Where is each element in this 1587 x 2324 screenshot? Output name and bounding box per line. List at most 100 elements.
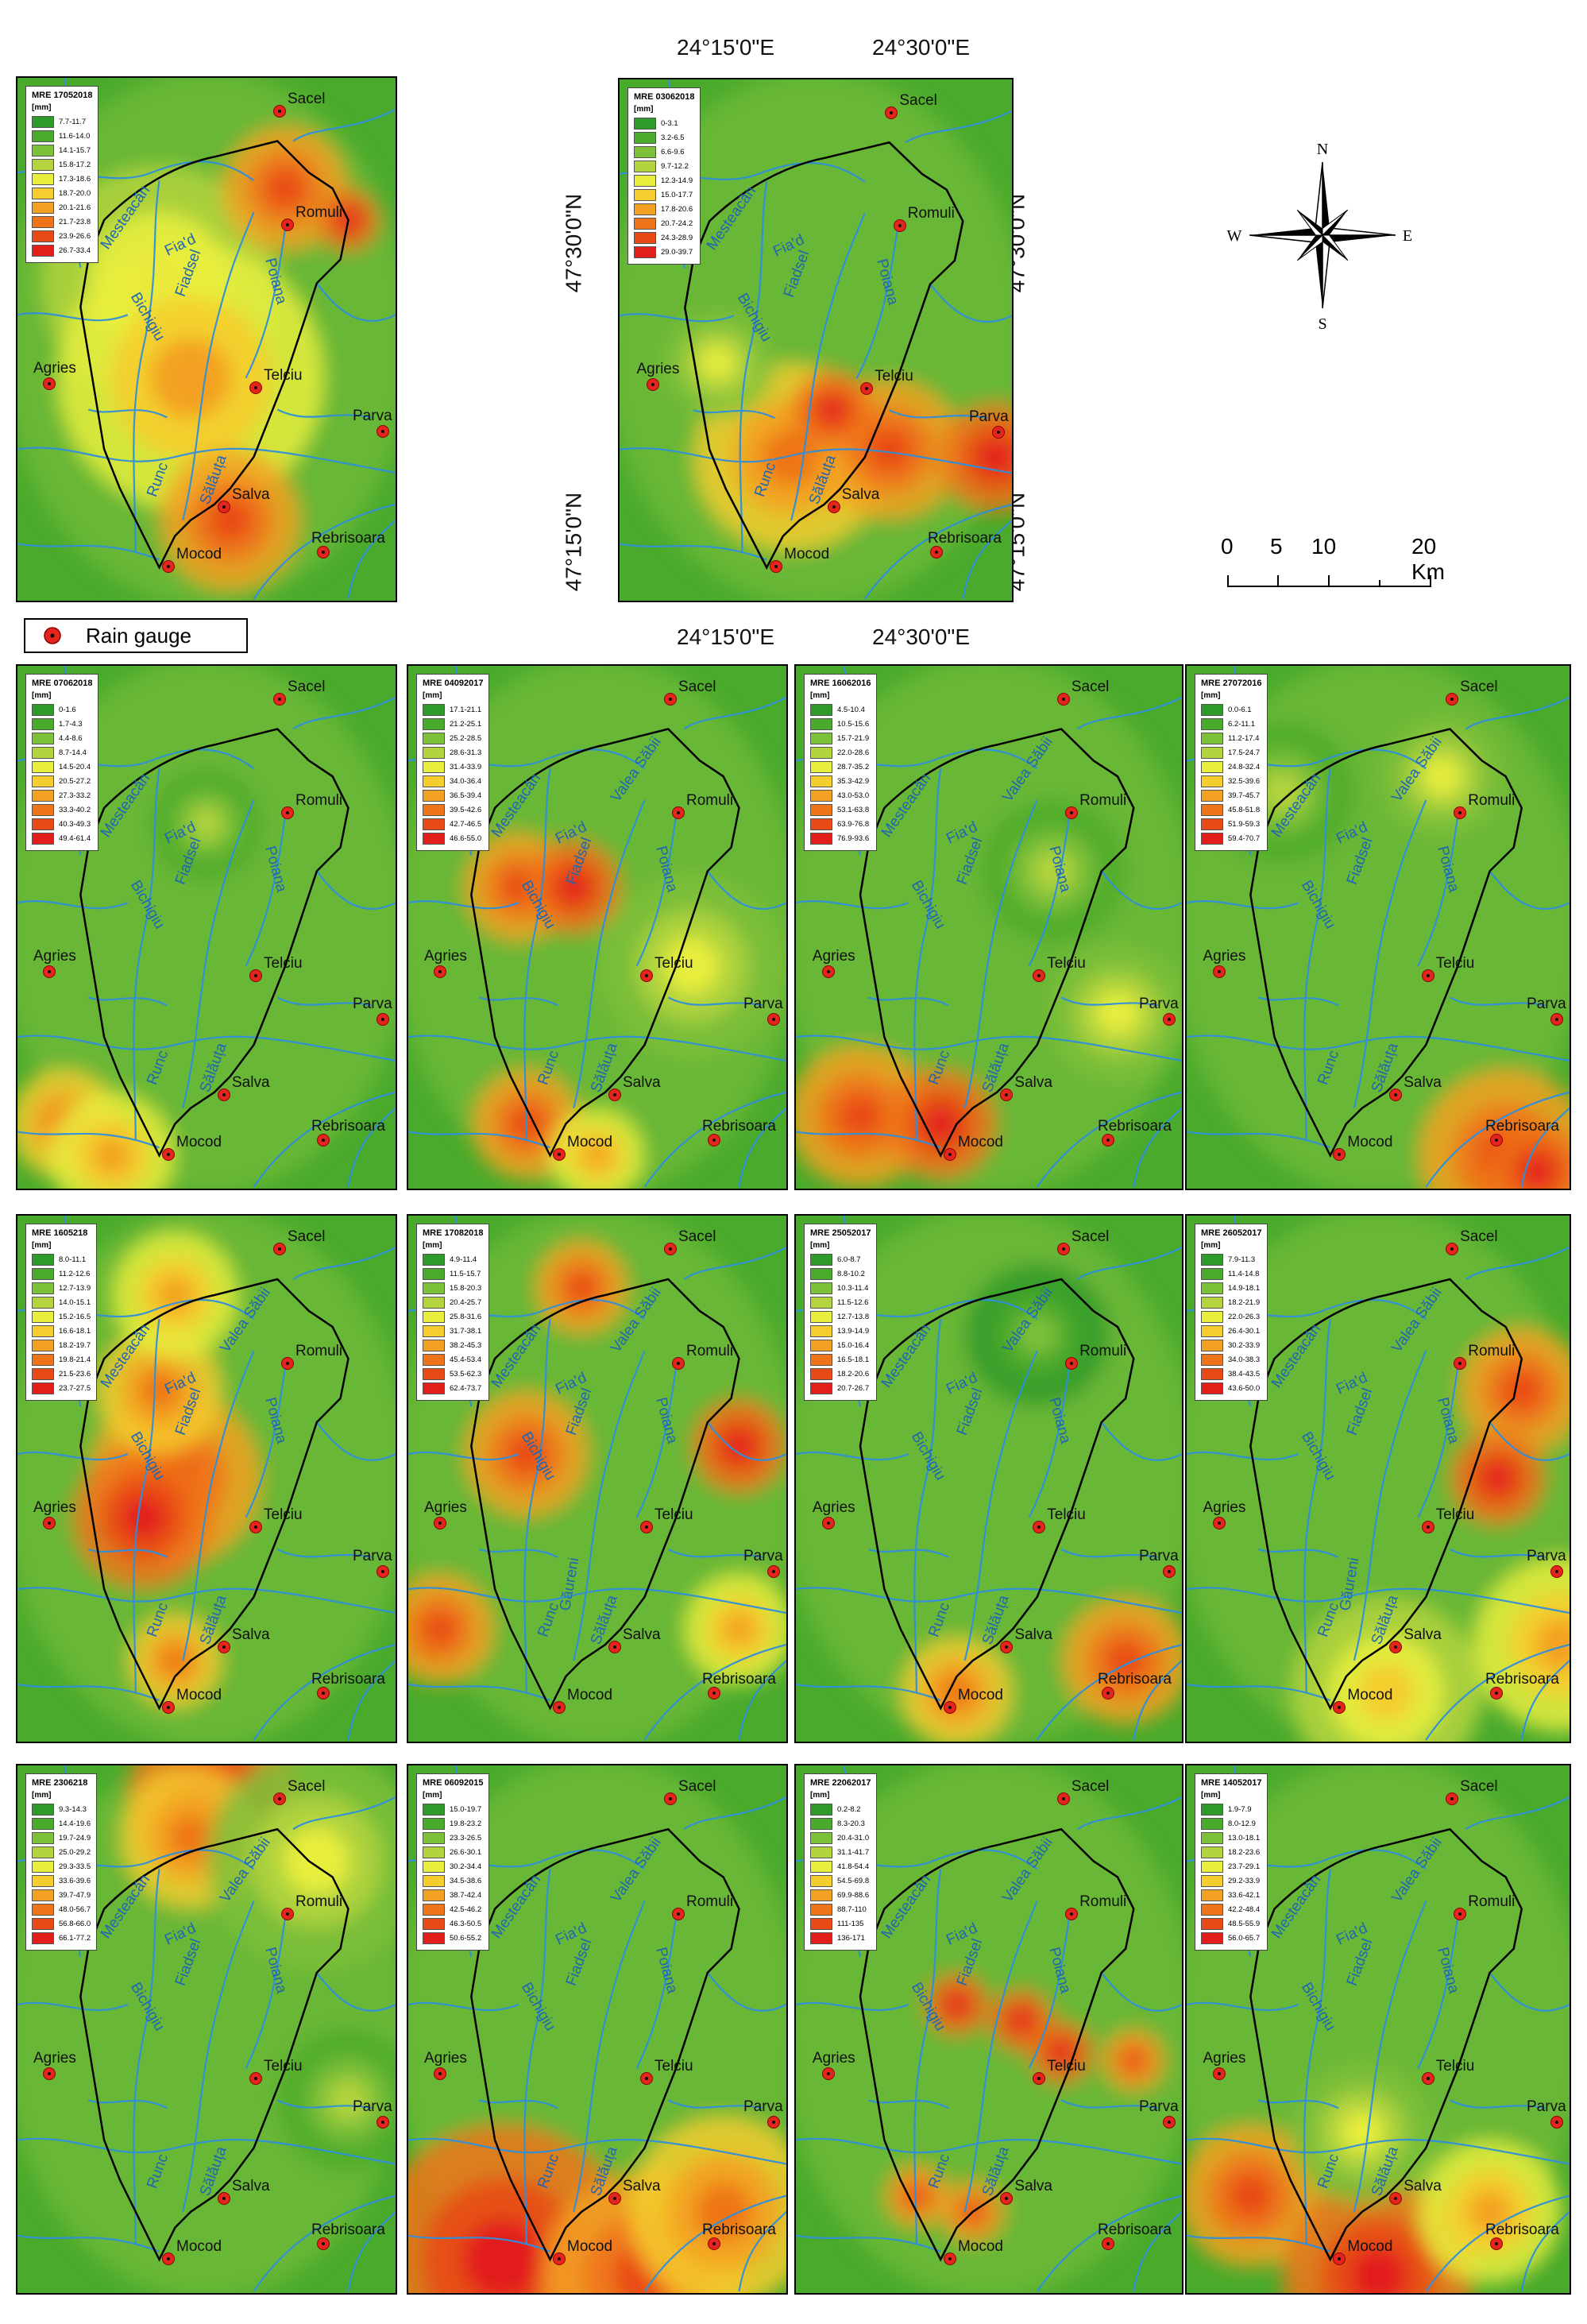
rain-gauge-marker [767, 1013, 780, 1026]
legend-title: MRE 1605218 [32, 1228, 88, 1238]
rain-gauge-marker [646, 377, 659, 391]
legend-range: 21.7-23.8 [59, 217, 91, 226]
legend-swatch [810, 1846, 832, 1858]
legend-swatch [423, 1382, 445, 1394]
legend-swatch [423, 1324, 445, 1337]
rain-gauge-marker [672, 1357, 685, 1371]
rain-gauge-marker [943, 2252, 956, 2265]
rain-gauge-marker [43, 2067, 56, 2081]
legend-range: 21.5-23.6 [59, 1369, 91, 1379]
rain-gauge-marker [376, 1013, 389, 1026]
legend: MRE 06092015 [mm] 15.0-19.7 19.8-23.2 23.3-2… [416, 1773, 490, 1951]
legend-row: 18.2-20.6 [810, 1367, 871, 1381]
legend-title: MRE 16062016 [810, 679, 871, 688]
town-label-rebrisoara: Rebrisoara [311, 1118, 385, 1135]
legend-range: 39.5-42.6 [450, 805, 482, 814]
compass-s: S [1318, 315, 1326, 332]
legend-swatch [423, 789, 445, 802]
legend-row: 46.6-55.0 [423, 831, 483, 845]
legend-swatch [32, 818, 54, 830]
legend-range: 1.7-4.3 [59, 719, 83, 729]
rainfall-map-panel: MRE 22062017 [mm] 0.2-8.2 8.3-20.3 20.4-31.0… [794, 1764, 1183, 2295]
legend-title: MRE 22062017 [810, 1778, 871, 1788]
town-label-romuli: Romuli [1468, 1893, 1516, 1910]
town-label-rebrisoara: Rebrisoara [702, 1118, 776, 1135]
rain-gauge-marker [827, 501, 840, 514]
legend-range: 14.9-18.1 [1228, 1283, 1261, 1293]
legend-row: 34.0-36.4 [423, 774, 483, 788]
legend-swatch [810, 1296, 832, 1309]
legend-row: 53.1-63.8 [810, 802, 871, 817]
town-label-mocod: Mocod [176, 2237, 222, 2255]
legend-swatch [1201, 1296, 1223, 1309]
legend-range: 13.0-18.1 [1228, 1833, 1261, 1843]
legend-range: 31.7-38.1 [450, 1326, 482, 1336]
town-label-mocod: Mocod [784, 546, 830, 563]
town-label-salva: Salva [623, 1074, 661, 1091]
scale-bar-graphic [1227, 575, 1431, 587]
legend-title: MRE 07062018 [32, 679, 93, 688]
legend-swatch [1201, 1353, 1223, 1366]
legend-range: 15.7-21.9 [837, 733, 870, 743]
basin-boundary [470, 1827, 740, 2262]
legend-swatch [423, 803, 445, 816]
legend-unit: [mm] [32, 103, 52, 112]
legend-row: 66.1-77.2 [32, 1931, 91, 1945]
legend-title: MRE 14052017 [1201, 1778, 1262, 1788]
town-label-sacel: Sacel [678, 1228, 716, 1246]
town-label-salva: Salva [623, 1626, 661, 1644]
town-label-parva: Parva [1139, 2098, 1179, 2116]
town-label-parva: Parva [1527, 1547, 1566, 1564]
town-label-agries: Agries [424, 1499, 467, 1517]
legend-range: 14.4-19.6 [59, 1819, 91, 1828]
rain-gauge-marker [162, 2252, 175, 2265]
legend-range: 18.2-23.6 [1228, 1847, 1261, 1857]
rainfall-map-panel: MRE 16062016 [mm] 4.5-10.4 10.5-15.6 15.7-21… [794, 664, 1183, 1190]
legend-row: 6.0-8.7 [810, 1252, 871, 1266]
legend-range: 88.7-110 [837, 1904, 867, 1914]
legend-row: 25.2-28.5 [423, 731, 483, 745]
legend-range: 49.4-61.4 [59, 833, 91, 843]
town-label-agries: Agries [812, 1499, 855, 1517]
town-label-telciu: Telciu [264, 2057, 303, 2075]
rain-gauge-marker [1550, 2116, 1563, 2129]
town-label-sacel: Sacel [1460, 679, 1498, 695]
legend-row: 29.0-39.7 [634, 245, 694, 259]
legend-swatch [810, 1874, 832, 1887]
rain-gauge-marker [434, 965, 446, 978]
legend-range: 14.0-15.1 [59, 1297, 91, 1307]
legend-swatch [810, 818, 832, 830]
legend-range: 10.5-15.6 [837, 719, 870, 729]
legend-row: 20.7-26.7 [810, 1381, 871, 1395]
rain-gauge-marker [640, 2071, 653, 2085]
rain-gauge-marker [767, 1564, 780, 1578]
legend-swatch [32, 144, 54, 157]
town-label-rebrisoara: Rebrisoara [1485, 2222, 1559, 2239]
legend-swatch [423, 1803, 445, 1816]
legend-swatch [634, 246, 656, 258]
town-label-parva: Parva [1527, 996, 1566, 1012]
town-label-rebrisoara: Rebrisoara [1098, 2222, 1172, 2239]
legend-range: 15.0-17.7 [661, 190, 693, 199]
rain-gauge-icon [44, 627, 61, 644]
legend-row: 29.2-33.9 [1201, 1874, 1261, 1888]
legend-range: 23.3-26.5 [450, 1833, 482, 1843]
legend-row: 4.9-11.4 [423, 1252, 483, 1266]
legend-swatch [1201, 1903, 1223, 1916]
rainfall-map-panel: MRE 04092017 [mm] 17.1-21.1 21.2-25.1 25.2-2… [407, 664, 788, 1190]
legend-swatch [423, 818, 445, 830]
legend-range: 34.5-38.6 [450, 1876, 482, 1885]
rain-gauge-marker [1421, 2071, 1434, 2085]
rain-gauge-marker [249, 381, 262, 394]
legend-swatch [32, 187, 54, 199]
rain-gauge-marker [281, 218, 294, 231]
rain-gauge-marker [273, 693, 286, 706]
legend-row: 31.4-33.9 [423, 760, 483, 774]
legend-range: 50.6-55.2 [450, 1933, 482, 1943]
legend-range: 43.6-50.0 [1228, 1383, 1261, 1393]
legend-swatch [1201, 1817, 1223, 1830]
town-label-agries: Agries [1203, 1499, 1246, 1517]
rainfall-map-panel: MRE 25052017 [mm] 6.0-8.7 8.8-10.2 10.3-11.4… [794, 1214, 1183, 1743]
rain-gauge-marker [640, 1521, 653, 1534]
rain-gauge-marker [218, 1089, 230, 1101]
